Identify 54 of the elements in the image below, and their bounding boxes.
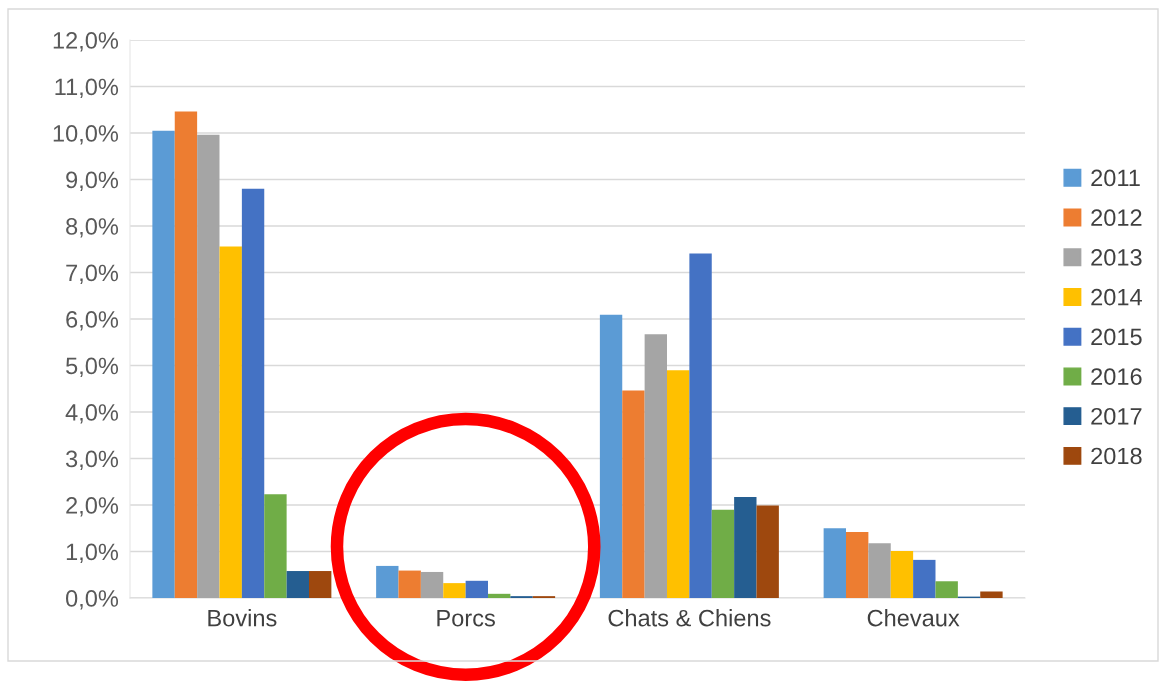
bar [286, 571, 309, 598]
bar [219, 246, 242, 598]
bar [398, 570, 421, 598]
bar [599, 314, 623, 598]
y-tick-label: 0,0% [66, 590, 119, 610]
legend-label: 2017 [1091, 407, 1142, 425]
bar [644, 334, 667, 598]
bar [174, 111, 198, 598]
bar [152, 130, 175, 598]
legend-label: 2015 [1091, 328, 1142, 346]
x-tick-label: Chevaux [867, 609, 960, 627]
legend-label: 2011 [1091, 169, 1140, 187]
y-tick-label: 9,0% [66, 171, 119, 192]
bar [913, 559, 936, 598]
x-tick-label: Porcs [437, 609, 495, 627]
bar [734, 497, 757, 598]
bar [488, 593, 511, 598]
bar [376, 565, 399, 598]
y-tick-label: 8,0% [66, 218, 119, 238]
y-tick-label: 5,0% [66, 357, 119, 378]
bar [711, 509, 735, 598]
y-tick-label: 1,0% [66, 543, 119, 564]
bar [846, 531, 869, 598]
bar [465, 580, 488, 598]
legend-label: 2018 [1091, 447, 1142, 465]
bar [667, 370, 690, 598]
y-tick-label: 12,0% [53, 32, 119, 52]
y-tick-label: 4,0% [65, 404, 119, 424]
legend-label: 2014 [1091, 288, 1142, 306]
y-tick-label: 11,0% [55, 78, 119, 99]
bar [980, 591, 1003, 598]
bar [264, 494, 287, 598]
y-tick-label: 2,0% [66, 497, 119, 517]
y-tick-label: 6,0% [66, 311, 119, 331]
bar [890, 551, 914, 598]
bar [823, 528, 846, 598]
legend-label: 2016 [1091, 368, 1142, 385]
bar [443, 583, 466, 598]
bar [420, 571, 444, 598]
y-tick-label: 7,0% [66, 264, 119, 285]
bar [241, 188, 265, 598]
bar [309, 571, 332, 598]
bar [197, 134, 220, 598]
bar [689, 253, 712, 598]
bar [622, 390, 645, 598]
y-tick-label: 3,0% [65, 450, 119, 471]
bar [868, 543, 891, 598]
x-tick-label: Bovins [208, 609, 277, 627]
bar [756, 505, 779, 598]
legend-label: 2012 [1091, 209, 1142, 227]
x-tick-label: Chats & Chiens [608, 609, 771, 627]
y-tick-label: 10,0% [53, 125, 119, 145]
legend-label: 2013 [1091, 249, 1142, 266]
bar [935, 581, 958, 598]
